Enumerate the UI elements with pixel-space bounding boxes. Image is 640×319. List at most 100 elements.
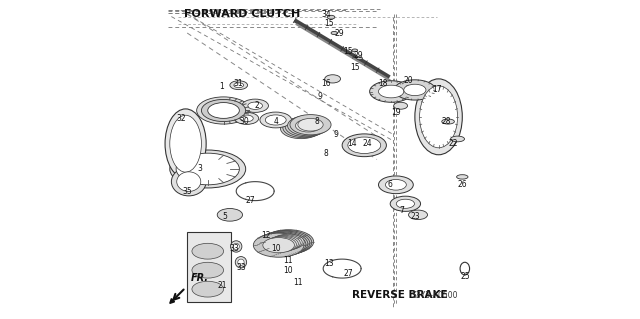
Text: 19: 19 — [391, 108, 401, 116]
Text: 7: 7 — [400, 206, 404, 215]
Text: 17: 17 — [432, 85, 442, 94]
Text: 5: 5 — [223, 212, 228, 221]
Ellipse shape — [260, 112, 292, 128]
Ellipse shape — [324, 75, 340, 83]
Ellipse shape — [170, 150, 246, 188]
Ellipse shape — [378, 85, 404, 98]
Ellipse shape — [442, 119, 454, 124]
Ellipse shape — [293, 120, 319, 133]
Text: 23: 23 — [410, 212, 420, 221]
Ellipse shape — [385, 180, 406, 190]
Text: 25: 25 — [461, 272, 470, 281]
Ellipse shape — [261, 230, 312, 255]
Text: 8: 8 — [324, 149, 329, 158]
Ellipse shape — [396, 199, 415, 208]
Ellipse shape — [234, 83, 244, 88]
Ellipse shape — [259, 231, 310, 255]
Text: 15: 15 — [344, 48, 353, 56]
Ellipse shape — [331, 32, 337, 34]
Text: 14: 14 — [347, 139, 356, 148]
Ellipse shape — [285, 116, 326, 137]
Polygon shape — [187, 232, 232, 302]
Ellipse shape — [233, 243, 239, 250]
Ellipse shape — [290, 115, 331, 135]
Ellipse shape — [342, 134, 387, 157]
Ellipse shape — [170, 115, 202, 172]
Text: 1: 1 — [220, 82, 225, 91]
Text: 9: 9 — [333, 130, 339, 139]
Ellipse shape — [390, 196, 420, 211]
Ellipse shape — [230, 81, 248, 90]
Text: 10: 10 — [284, 266, 293, 275]
Ellipse shape — [269, 235, 300, 251]
Polygon shape — [170, 299, 175, 303]
Text: 21: 21 — [217, 281, 227, 291]
Ellipse shape — [236, 256, 246, 268]
Ellipse shape — [217, 209, 243, 221]
Text: 11: 11 — [293, 278, 303, 287]
Ellipse shape — [356, 57, 362, 60]
Text: 27: 27 — [246, 196, 255, 205]
Text: REVERSE BRAKE: REVERSE BRAKE — [351, 290, 447, 300]
Ellipse shape — [327, 15, 335, 19]
Text: 24: 24 — [363, 139, 372, 148]
Text: 4: 4 — [273, 117, 278, 126]
Ellipse shape — [240, 115, 253, 122]
Text: 27: 27 — [344, 269, 353, 278]
Ellipse shape — [296, 119, 321, 132]
Ellipse shape — [238, 259, 244, 265]
Ellipse shape — [404, 84, 426, 96]
Text: 29: 29 — [353, 51, 363, 60]
Ellipse shape — [263, 238, 294, 253]
Ellipse shape — [266, 115, 286, 125]
Ellipse shape — [242, 99, 268, 112]
Ellipse shape — [451, 136, 465, 142]
Ellipse shape — [415, 79, 462, 155]
Text: 2: 2 — [254, 101, 259, 110]
Ellipse shape — [253, 233, 304, 257]
Ellipse shape — [420, 86, 458, 148]
Text: 11: 11 — [284, 256, 293, 265]
Text: FORWARD CLUTCH: FORWARD CLUTCH — [184, 9, 300, 19]
Ellipse shape — [248, 102, 262, 109]
Ellipse shape — [283, 117, 324, 138]
Ellipse shape — [271, 235, 302, 250]
Ellipse shape — [202, 100, 246, 122]
Ellipse shape — [352, 49, 358, 52]
Text: FR.: FR. — [190, 273, 209, 283]
Ellipse shape — [230, 241, 242, 252]
Ellipse shape — [370, 81, 413, 102]
Ellipse shape — [192, 262, 223, 278]
Ellipse shape — [378, 176, 413, 194]
Text: 33: 33 — [230, 243, 239, 253]
Ellipse shape — [291, 121, 316, 134]
Text: 33: 33 — [236, 263, 246, 271]
Ellipse shape — [192, 243, 223, 259]
Ellipse shape — [235, 112, 259, 124]
Text: 31: 31 — [233, 79, 243, 88]
Text: 26: 26 — [458, 180, 467, 189]
Ellipse shape — [196, 97, 250, 124]
Ellipse shape — [257, 232, 308, 256]
Text: 28: 28 — [442, 117, 451, 126]
Ellipse shape — [394, 80, 435, 100]
Text: 8: 8 — [314, 117, 319, 126]
Ellipse shape — [263, 230, 314, 254]
Ellipse shape — [255, 233, 306, 256]
Text: 6: 6 — [387, 180, 392, 189]
Ellipse shape — [280, 118, 321, 139]
Text: 15: 15 — [324, 19, 334, 28]
Text: 34: 34 — [321, 10, 331, 19]
Text: 22: 22 — [448, 139, 458, 148]
Ellipse shape — [348, 137, 381, 153]
Ellipse shape — [208, 103, 239, 118]
Text: 15: 15 — [350, 63, 360, 72]
Text: 18: 18 — [378, 79, 388, 88]
Ellipse shape — [192, 281, 223, 297]
Ellipse shape — [265, 237, 296, 252]
Ellipse shape — [273, 234, 304, 249]
Text: S3Y3-A0500: S3Y3-A0500 — [412, 291, 458, 300]
Text: 3: 3 — [197, 165, 202, 174]
Ellipse shape — [165, 109, 206, 178]
Text: 12: 12 — [262, 231, 271, 240]
